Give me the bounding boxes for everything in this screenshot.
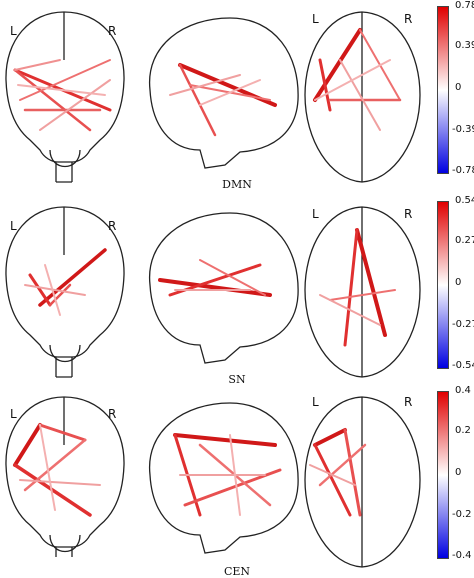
sn-colorbar-zero: 0 bbox=[455, 277, 462, 288]
dmn-coronal-edges bbox=[13, 59, 112, 132]
dmn-network-label: DMN bbox=[222, 178, 252, 191]
cen-colorbar bbox=[437, 391, 449, 559]
cen-axial-left-label: L bbox=[312, 395, 319, 409]
dmn-sagittal-edges bbox=[169, 63, 277, 137]
cen-network-label: CEN bbox=[223, 565, 251, 578]
dmn-sagittal-view bbox=[149, 17, 299, 169]
cen-coronal-edges bbox=[13, 423, 101, 517]
dmn-colorbar-max: 0.78 bbox=[455, 0, 474, 11]
panel-cen: L R L R 0.4 0.2 0 -0.2 -0.4 CEN bbox=[0, 385, 474, 578]
sn-axial-left-label: L bbox=[312, 207, 319, 221]
dmn-coronal-view bbox=[5, 11, 125, 183]
cen-axial-view bbox=[304, 396, 421, 568]
dmn-colorbar-zero: 0 bbox=[455, 82, 462, 93]
panel-dmn: L R L R 0.78 0.39 0 -0.39 -0.78 DMN bbox=[0, 0, 474, 192]
dmn-brain-views bbox=[5, 11, 421, 183]
cen-brain-views bbox=[5, 396, 421, 568]
dmn-colorbar-upper: 0.39 bbox=[455, 40, 474, 51]
sn-right-label: R bbox=[108, 219, 117, 233]
cen-left-label: L bbox=[10, 407, 17, 421]
sn-axial-edges bbox=[319, 228, 396, 347]
dmn-colorbar bbox=[437, 6, 449, 174]
dmn-axial-right-label: R bbox=[404, 12, 413, 26]
cen-colorbar-upper: 0.2 bbox=[455, 425, 471, 436]
cen-colorbar-min: -0.4 bbox=[452, 550, 472, 561]
dmn-colorbar-min: -0.78 bbox=[452, 165, 474, 176]
cen-colorbar-zero: 0 bbox=[455, 467, 462, 478]
sn-left-label: L bbox=[10, 219, 17, 233]
dmn-axial-edges bbox=[313, 28, 402, 131]
sn-brain-views bbox=[5, 206, 421, 378]
sn-colorbar-lower: -0.27 bbox=[452, 319, 474, 330]
sn-colorbar-max: 0.54 bbox=[455, 195, 474, 206]
cen-colorbar-lower: -0.2 bbox=[452, 509, 472, 520]
cen-sagittal-view bbox=[149, 402, 299, 554]
sn-network-label: SN bbox=[228, 373, 246, 386]
sn-coronal-view bbox=[5, 206, 125, 378]
sn-colorbar-upper: 0.27 bbox=[455, 235, 474, 246]
panel-sn: L R L R 0.54 0.27 0 -0.27 -0.54 SN bbox=[0, 195, 474, 387]
cen-right-label: R bbox=[108, 407, 117, 421]
cen-sagittal-edges bbox=[173, 433, 282, 517]
dmn-left-label: L bbox=[10, 24, 17, 38]
dmn-right-label: R bbox=[108, 24, 117, 38]
cen-axial-edges bbox=[309, 428, 367, 517]
dmn-axial-left-label: L bbox=[312, 12, 319, 26]
sn-sagittal-edges bbox=[158, 259, 272, 297]
sn-sagittal-view bbox=[149, 212, 299, 364]
cen-axial-right-label: R bbox=[404, 395, 413, 409]
sn-axial-view bbox=[304, 206, 421, 378]
cen-coronal-view bbox=[5, 396, 125, 557]
sn-coronal-edges bbox=[24, 248, 107, 316]
sn-colorbar-min: -0.54 bbox=[452, 360, 474, 371]
sn-axial-right-label: R bbox=[404, 207, 413, 221]
sn-colorbar bbox=[437, 201, 449, 369]
cen-colorbar-max: 0.4 bbox=[455, 385, 471, 396]
dmn-colorbar-lower: -0.39 bbox=[452, 124, 474, 135]
